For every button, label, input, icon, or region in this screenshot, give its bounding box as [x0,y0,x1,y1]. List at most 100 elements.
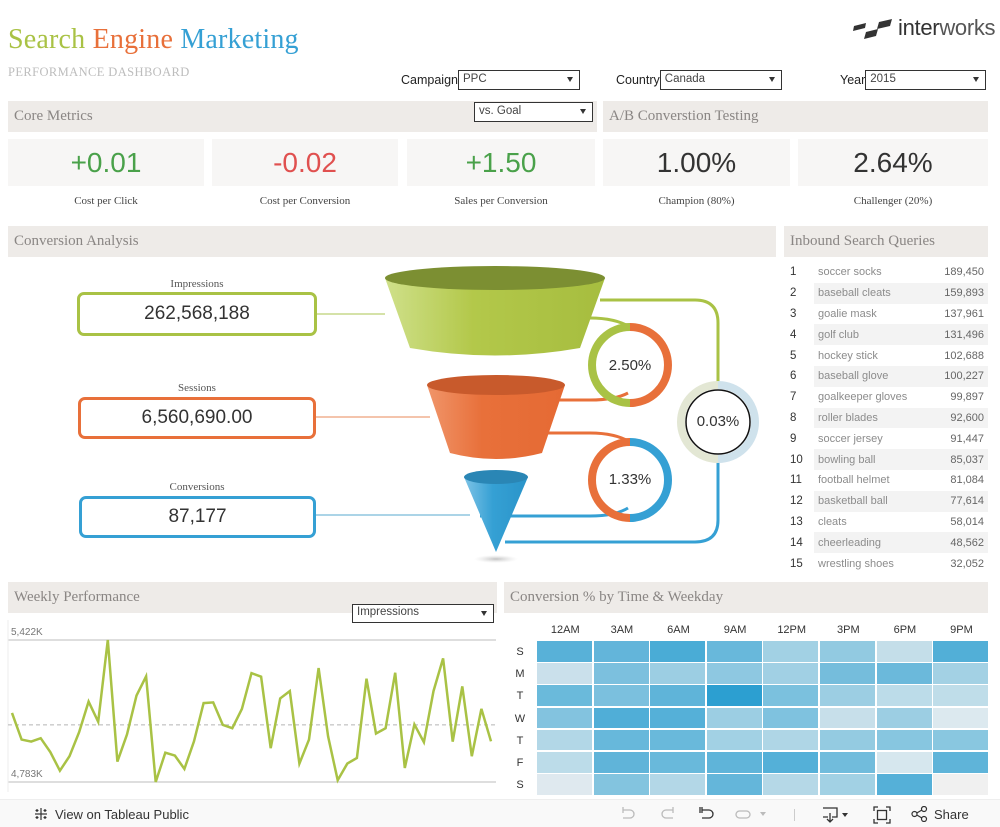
heatmap-cell[interactable] [876,752,932,773]
country-select[interactable]: Canada [659,70,782,90]
ab-challenger-label: Challenger (20%) [853,195,933,207]
heatmap-cell[interactable] [650,663,706,684]
heatmap-cell[interactable] [593,685,649,707]
heatmap-cell[interactable] [650,729,706,751]
weekly-measure-select[interactable]: Impressions [352,604,494,623]
heatmap-cell[interactable] [763,663,819,684]
heatmap-cell[interactable] [593,641,649,662]
heatmap-cell[interactable] [933,752,989,773]
heatmap-cell[interactable] [706,685,762,707]
heatmap-cell[interactable] [650,641,706,662]
heatmap-cell[interactable] [650,774,706,795]
heatmap-cell[interactable] [876,707,932,729]
heatmap-cell[interactable] [706,774,762,795]
heatmap-cell[interactable] [537,774,593,795]
query-term: cleats [818,515,847,528]
heatmap-cell[interactable] [876,774,932,795]
heatmap-cell[interactable] [763,707,819,729]
heatmap-cell[interactable] [706,641,762,662]
query-term: goalkeeper gloves [818,391,908,404]
heatmap-cell[interactable] [763,641,819,662]
refresh-dropdown-icon[interactable] [734,806,770,822]
heatmap-cell[interactable] [820,774,876,795]
heatmap-cell[interactable] [933,685,989,707]
query-count: 99,897 [950,391,984,404]
heatmap-column-header: 9PM [950,624,973,636]
query-count: 100,227 [926,365,988,387]
query-row[interactable]: 9 soccer jersey 91,447 [786,428,988,449]
heatmap-cell[interactable] [876,663,932,684]
query-row[interactable]: 3 goalie mask 137,961 [786,304,988,325]
heatmap-cell[interactable] [593,752,649,773]
heatmap-cell[interactable] [650,685,706,707]
heatmap-cell[interactable] [933,641,989,662]
heatmap-cell[interactable] [820,752,876,773]
heatmap-cell[interactable] [763,729,819,751]
heatmap-cell[interactable] [933,774,989,795]
query-row[interactable]: 4 golf club 131,496 [786,324,988,346]
query-count: 77,614 [926,490,988,512]
core-metrics-compare-select[interactable]: vs. Goal [474,102,593,122]
heatmap-cell[interactable] [650,752,706,773]
redo-icon[interactable] [659,806,677,822]
query-rank: 9 [790,432,797,445]
heatmap-cell[interactable] [593,774,649,795]
heatmap-cell[interactable] [537,663,593,684]
title-word-search: Search [8,24,86,55]
share-button[interactable]: Share [911,806,969,822]
heatmap-cell[interactable] [593,729,649,751]
query-row[interactable]: 5 hockey stick 102,688 [786,345,988,366]
heatmap-cell[interactable] [537,707,593,729]
rate-sessions-to-conversions: 1.33% [608,471,652,488]
heatmap-cell[interactable] [876,729,932,751]
heatmap-cell[interactable] [537,641,593,662]
heatmap-cell[interactable] [650,707,706,729]
heatmap-cell[interactable] [706,729,762,751]
query-row[interactable]: 6 baseball glove 100,227 [786,365,988,387]
query-row[interactable]: 10 bowling ball 85,037 [786,449,988,470]
query-rank: 1 [790,266,797,279]
heatmap-cell[interactable] [876,641,932,662]
heatmap-cell[interactable] [820,641,876,662]
query-row[interactable]: 12 basketball ball 77,614 [786,490,988,512]
heatmap-cell[interactable] [706,752,762,773]
undo-icon[interactable] [619,806,637,822]
heatmap-cell[interactable] [706,663,762,684]
query-row[interactable]: 2 baseball cleats 159,893 [786,282,988,304]
heatmap-cell[interactable] [537,729,593,751]
heatmap-cell[interactable] [876,685,932,707]
query-row[interactable]: 7 goalkeeper gloves 99,897 [786,387,988,408]
year-select[interactable]: 2015 [865,70,987,90]
heatmap-cell[interactable] [820,729,876,751]
heatmap-cell[interactable] [820,707,876,729]
download-icon[interactable] [820,806,852,824]
inbound-queries-title: Inbound Search Queries [790,233,935,249]
revert-icon[interactable] [698,806,716,822]
query-row[interactable]: 15 wrestling shoes 32,052 [786,553,988,574]
heatmap-cell[interactable] [593,707,649,729]
conversion-heatmap: 12AM 3AM 6AM 9AM 12PM 3PM 6PM 9PM S M T W T F S [504,620,994,795]
heatmap-cell[interactable] [933,729,989,751]
heatmap-cell[interactable] [820,663,876,684]
query-term: roller blades [814,407,926,429]
heatmap-cell[interactable] [763,752,819,773]
query-row[interactable]: 11 football helmet 81,084 [786,470,988,491]
query-row[interactable]: 14 cheerleading 48,562 [786,532,988,554]
heatmap-cell[interactable] [763,685,819,707]
heatmap-cell[interactable] [763,774,819,795]
query-rank: 11 [790,474,802,487]
heatmap-cell[interactable] [706,707,762,729]
query-row[interactable]: 13 cleats 58,014 [786,512,988,533]
campaign-select[interactable]: PPC [457,70,580,90]
fullscreen-icon[interactable] [873,806,891,824]
query-row[interactable]: 8 roller blades 92,600 [786,407,988,429]
heatmap-cell[interactable] [537,685,593,707]
heatmap-cell[interactable] [933,663,989,684]
heatmap-cell[interactable] [933,707,989,729]
view-on-tableau-link[interactable]: View on Tableau Public [33,806,189,822]
heatmap-cell[interactable] [593,663,649,684]
query-count: 91,447 [950,432,984,445]
heatmap-cell[interactable] [820,685,876,707]
heatmap-cell[interactable] [537,752,593,773]
query-row[interactable]: 1 soccer socks 189,450 [786,262,988,283]
